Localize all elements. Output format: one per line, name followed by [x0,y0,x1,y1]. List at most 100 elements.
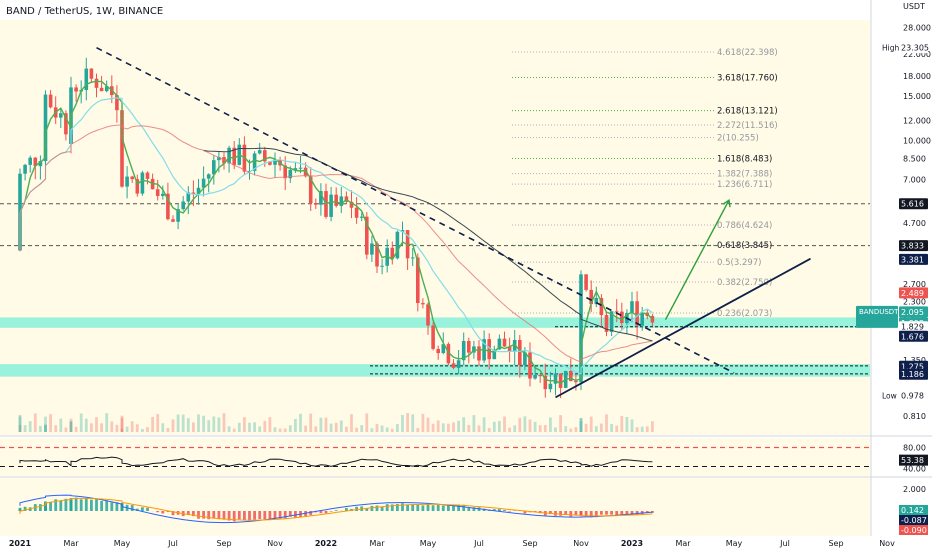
candle-body [370,243,374,254]
volume-bar [126,427,129,432]
time-axis-label: Jul [167,539,178,548]
candle-body [74,87,78,91]
symbol-tag-label: BANDUSDT [859,308,899,316]
candle-body [100,88,104,91]
volume-bar [508,428,511,432]
volume-bar [151,417,154,432]
candle-body [431,326,435,349]
macd-histogram-bar [110,502,113,511]
time-axis-label: Mar [675,539,691,548]
candle-body [487,339,491,359]
volume-bar [559,415,562,432]
volume-bar [131,421,134,432]
time-axis-label: Sep [522,539,537,548]
volume-bar [360,425,363,432]
candle-body [533,375,537,379]
price-axis-tick: 4.700 [903,219,926,228]
volume-bar [263,421,266,432]
candle-body [28,158,32,165]
candle-body [90,69,94,79]
candle-body [130,177,134,180]
candle-body [457,360,461,368]
volume-bar [544,425,547,432]
volume-bar [355,428,358,432]
volume-bar [314,426,317,432]
macd-histogram-bar [569,511,572,517]
macd-histogram-bar [156,511,159,512]
macd-histogram-bar [600,511,603,515]
volume-bar [371,428,374,432]
volume-bar [636,427,639,432]
price-tag-label: 3.833 [901,242,924,251]
volume-bar [197,414,200,432]
time-axis-label: May [114,539,131,548]
candle-body [584,274,588,290]
macd-histogram-bar [19,508,22,511]
macd-histogram-bar [335,510,338,511]
candle-body [95,79,99,88]
macd-tag-label: -0.090 [901,526,927,535]
price-axis-tick: 28.000 [903,24,931,33]
macd-histogram-bar [432,505,435,511]
macd-histogram-bar [263,511,266,519]
volume-bar [610,424,613,432]
macd-histogram-bar [386,504,389,511]
fib-level-label: 1.236(6.711) [717,180,772,190]
volume-bar [381,426,384,432]
candle-body [355,208,359,218]
volume-bar [192,422,195,432]
macd-histogram-bar [422,505,425,511]
candle-body [549,384,553,389]
time-axis-label: May [726,539,743,548]
volume-bar [110,421,113,432]
candle-body [518,340,522,365]
volume-bar [422,414,425,432]
macd-histogram-bar [90,500,93,511]
volume-bar [177,415,180,432]
fib-level-label: 1.382(7.388) [717,170,772,180]
volume-bar [34,413,37,432]
volume-bar [248,423,251,432]
volume-bar [564,426,567,432]
volume-bar [447,424,450,432]
candle-body [125,177,129,187]
volume-bar [427,418,430,432]
macd-histogram-bar [59,500,62,511]
volume-bar [167,428,170,432]
macd-histogram-bar [85,498,88,511]
macd-histogram-bar [141,507,144,511]
macd-histogram-bar [381,507,384,511]
macd-histogram-bar [131,505,134,511]
volume-bar [207,420,210,432]
candle-body [554,373,558,383]
candle-body [340,196,344,205]
candle-body [59,113,63,117]
volume-bar [212,416,215,432]
candle-body [620,312,624,323]
price-axis-unit: USDT [903,2,925,11]
volume-bar [95,417,98,432]
price-axis-tick: 8.500 [903,154,926,163]
volume-bar [29,421,32,432]
rsi-axis-tick: 40.00 [903,465,926,474]
candle-body [23,165,27,174]
volume-bar [54,425,57,432]
price-tag-label: 0.978 [901,391,924,400]
macd-histogram-bar [202,511,205,519]
volume-bar [156,414,159,432]
volume-bar [233,429,236,432]
volume-bar [646,426,649,432]
volume-bar [478,425,481,432]
volume-bar [24,425,27,432]
volume-bar [100,423,103,432]
volume-bar [386,428,389,432]
volume-bar [391,429,394,432]
macd-histogram-bar [442,506,445,511]
volume-bar [600,424,603,432]
macd-histogram-bar [105,501,108,511]
macd-histogram-bar [447,506,450,511]
price-tag-label: 2.095 [901,308,924,317]
fib-level-label: 4.618(22.398) [717,48,778,58]
macd-histogram-bar [498,509,501,511]
